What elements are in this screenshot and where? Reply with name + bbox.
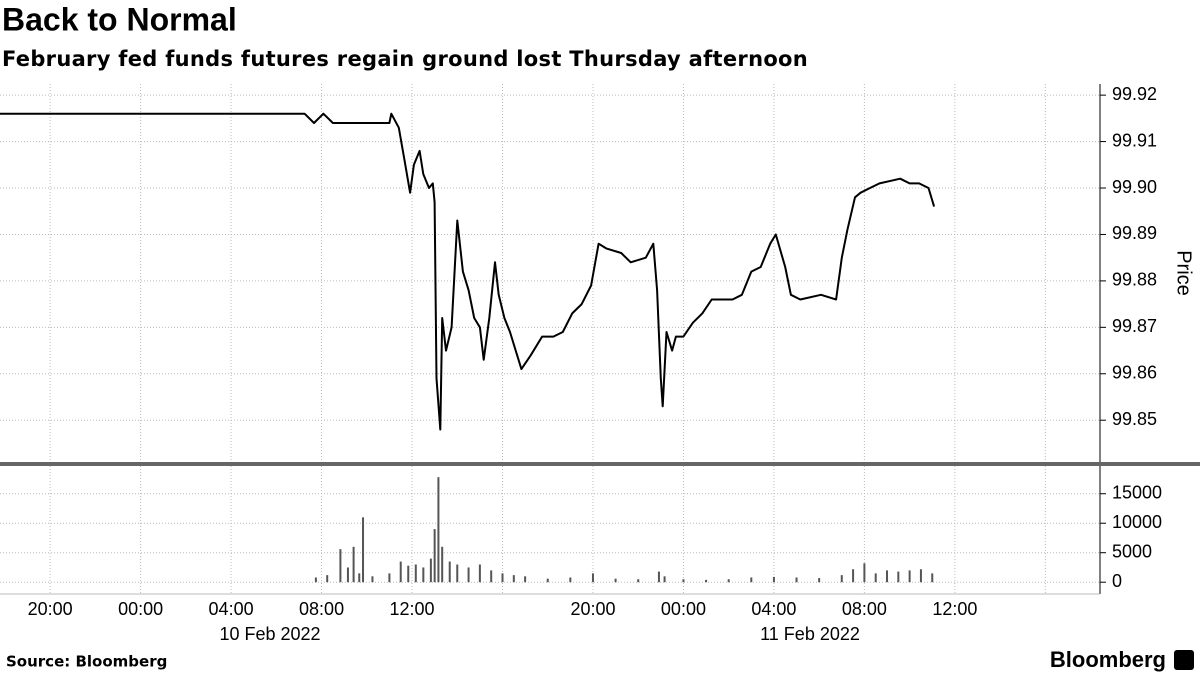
volume-bar bbox=[362, 517, 365, 583]
volume-bar bbox=[750, 577, 753, 583]
volume-bar bbox=[863, 563, 866, 583]
x-tick-label: 20:00 bbox=[570, 599, 615, 619]
y-tick-label: 99.85 bbox=[1112, 409, 1157, 429]
y-tick-label: 99.90 bbox=[1112, 177, 1157, 197]
y-tick-label: 99.87 bbox=[1112, 316, 1157, 336]
volume-bar bbox=[682, 579, 685, 583]
price-line bbox=[0, 112, 936, 431]
x-tick-label: 12:00 bbox=[390, 599, 435, 619]
y-tick-label: 5000 bbox=[1112, 541, 1152, 561]
volume-bar bbox=[478, 564, 481, 583]
volume-bar bbox=[339, 549, 342, 583]
x-tick-label: 00:00 bbox=[661, 599, 706, 619]
chart-title: Back to Normal bbox=[2, 1, 237, 37]
volume-bar bbox=[897, 571, 900, 583]
volume-bar bbox=[490, 570, 493, 583]
volume-bar bbox=[407, 565, 410, 583]
volume-bar bbox=[772, 576, 775, 583]
y-tick-label: 99.91 bbox=[1112, 130, 1157, 150]
volume-bar bbox=[437, 477, 440, 583]
volume-bar bbox=[852, 569, 855, 583]
date-label: 11 Feb 2022 bbox=[760, 624, 860, 644]
volume-bar bbox=[326, 575, 329, 583]
y-tick-label: 99.89 bbox=[1112, 223, 1157, 243]
volume-bar bbox=[874, 573, 877, 583]
volume-bar bbox=[818, 578, 821, 583]
volume-bar bbox=[352, 546, 355, 583]
logo: Bloomberg bbox=[1050, 647, 1166, 672]
volume-bar bbox=[467, 567, 470, 583]
volume-bar bbox=[546, 578, 549, 583]
plot-area: 20:00 00:00 04:00 08:00 12:00 20:00 00:00 04:00… bbox=[0, 84, 1162, 619]
volume-bar bbox=[908, 570, 911, 583]
volume-bar bbox=[422, 567, 425, 583]
volume-bar bbox=[657, 571, 660, 583]
volume-bar bbox=[371, 576, 374, 583]
y-tick-label: 15000 bbox=[1112, 482, 1162, 502]
volume-bar bbox=[433, 529, 436, 583]
y-tick-label: 99.88 bbox=[1112, 270, 1157, 290]
x-tick-label: 00:00 bbox=[118, 599, 163, 619]
volume-bar bbox=[346, 567, 349, 583]
volume-bar bbox=[614, 578, 617, 583]
chart-subtitle: February fed funds futures regain ground… bbox=[2, 47, 808, 71]
volume-bar bbox=[727, 579, 730, 583]
volume-bar bbox=[919, 569, 922, 583]
volume-bar bbox=[705, 579, 708, 583]
volume-bar bbox=[569, 577, 572, 583]
y-tick-label: 99.92 bbox=[1112, 84, 1157, 104]
volume-bar bbox=[591, 573, 594, 583]
logo-icon bbox=[1174, 650, 1194, 670]
volume-bar bbox=[448, 561, 451, 583]
x-tick-label: 20:00 bbox=[28, 599, 73, 619]
y-tick-label: 10000 bbox=[1112, 512, 1162, 532]
volume-bar bbox=[512, 575, 515, 583]
volume-bar bbox=[840, 575, 843, 583]
volume-bar bbox=[501, 573, 504, 583]
x-tick-label: 04:00 bbox=[209, 599, 254, 619]
source: Source: Bloomberg bbox=[6, 653, 167, 671]
y-tick-label: 0 bbox=[1112, 571, 1122, 591]
volume-bar bbox=[663, 576, 666, 583]
y-axis-label: Price bbox=[1173, 250, 1195, 296]
x-tick-label: 04:00 bbox=[751, 599, 796, 619]
volume-bar bbox=[524, 576, 527, 583]
x-tick-label: 08:00 bbox=[299, 599, 344, 619]
volume-bar bbox=[388, 573, 391, 583]
volume-bar bbox=[931, 573, 934, 583]
date-label: 10 Feb 2022 bbox=[219, 624, 320, 644]
volume-bar bbox=[429, 558, 432, 583]
volume-bar bbox=[637, 579, 640, 583]
volume-bar bbox=[414, 564, 417, 583]
x-tick-label: 08:00 bbox=[842, 599, 887, 619]
volume-bar bbox=[886, 570, 889, 583]
volume-bar bbox=[399, 561, 402, 583]
volume-bar bbox=[795, 577, 798, 583]
volume-bar bbox=[358, 573, 361, 583]
volume-bar bbox=[441, 546, 444, 583]
panel-separator bbox=[0, 462, 1200, 466]
y-tick-label: 99.86 bbox=[1112, 363, 1157, 383]
volume-bar bbox=[456, 564, 459, 583]
volume-bar bbox=[314, 577, 317, 583]
x-tick-label: 12:00 bbox=[932, 599, 977, 619]
